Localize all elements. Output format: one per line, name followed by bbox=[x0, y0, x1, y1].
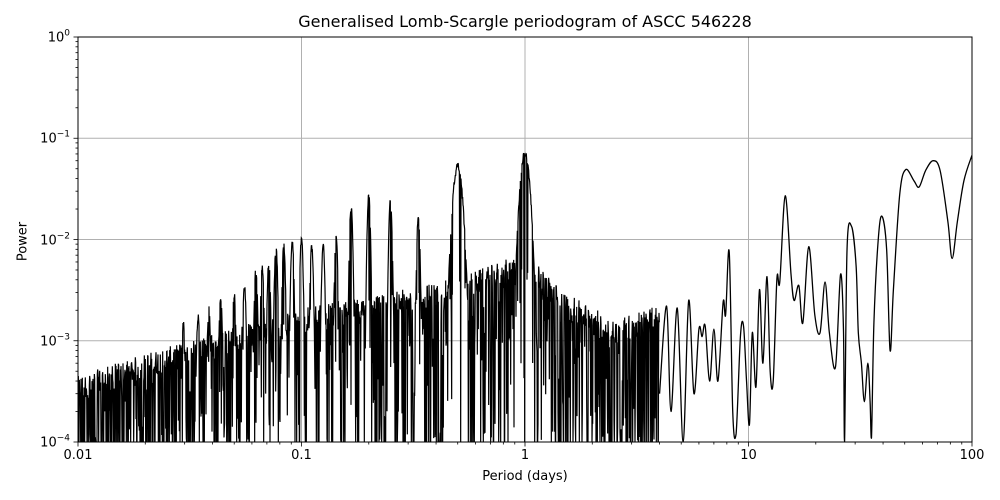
y-tick-label: 10−4 bbox=[40, 433, 70, 451]
x-tick-label: 10 bbox=[740, 448, 757, 463]
y-tick-label: 10−2 bbox=[40, 231, 70, 248]
x-tick-label: 0.01 bbox=[63, 448, 93, 463]
periodogram-smooth-line bbox=[658, 155, 972, 442]
chart-title: Generalised Lomb-Scargle periodogram of … bbox=[298, 12, 752, 31]
x-tick-label: 1 bbox=[520, 448, 530, 463]
x-axis-label: Period (days) bbox=[482, 469, 568, 484]
periodogram-noise-line bbox=[78, 152, 660, 442]
x-tick-label: 0.1 bbox=[291, 448, 312, 463]
y-tick-label: 10−1 bbox=[40, 129, 70, 147]
y-tick-label: 100 bbox=[47, 28, 70, 46]
x-tick-label: 100 bbox=[959, 448, 985, 463]
y-axis-label: Power bbox=[15, 221, 31, 262]
y-tick-label: 10−3 bbox=[40, 332, 70, 350]
